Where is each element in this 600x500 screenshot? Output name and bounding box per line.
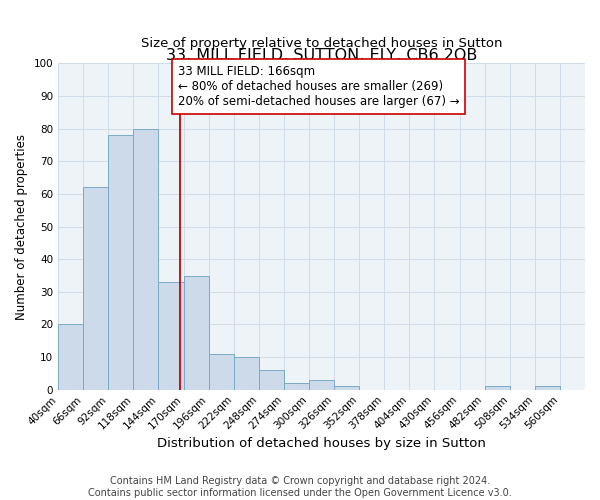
Bar xyxy=(334,386,359,390)
Bar xyxy=(158,282,184,390)
Bar xyxy=(184,276,209,390)
Bar xyxy=(535,386,560,390)
Text: 33 MILL FIELD: 166sqm
← 80% of detached houses are smaller (269)
20% of semi-det: 33 MILL FIELD: 166sqm ← 80% of detached … xyxy=(178,65,460,108)
Y-axis label: Number of detached properties: Number of detached properties xyxy=(15,134,28,320)
Text: Size of property relative to detached houses in Sutton: Size of property relative to detached ho… xyxy=(141,38,502,51)
Bar xyxy=(58,324,83,390)
Title: 33, MILL FIELD, SUTTON, ELY, CB6 2QB: 33, MILL FIELD, SUTTON, ELY, CB6 2QB xyxy=(166,48,477,64)
Bar xyxy=(233,357,259,390)
X-axis label: Distribution of detached houses by size in Sutton: Distribution of detached houses by size … xyxy=(157,437,486,450)
Bar xyxy=(108,135,133,390)
Text: Contains HM Land Registry data © Crown copyright and database right 2024.
Contai: Contains HM Land Registry data © Crown c… xyxy=(88,476,512,498)
Bar xyxy=(485,386,510,390)
Bar xyxy=(309,380,334,390)
Bar xyxy=(209,354,233,390)
Bar xyxy=(259,370,284,390)
Bar xyxy=(284,383,309,390)
Bar xyxy=(83,188,108,390)
Bar xyxy=(133,128,158,390)
